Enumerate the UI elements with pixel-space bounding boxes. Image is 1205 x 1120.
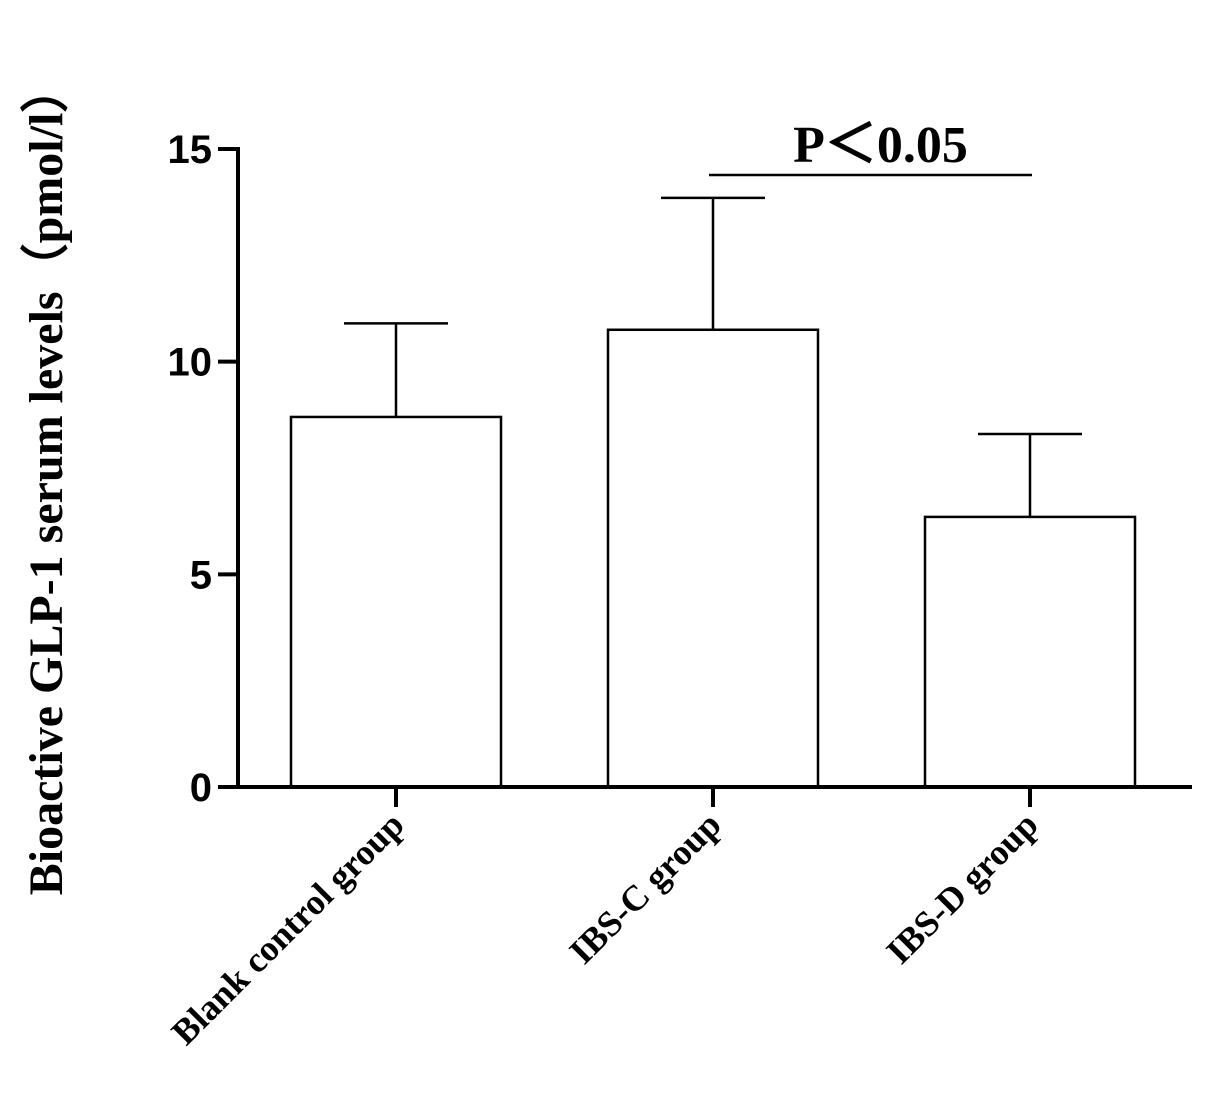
x-tick-label: Blank control group [164,804,412,1052]
y-axis-label: Bioactive GLP-1 serum levels（pmol/l） [20,65,73,896]
y-tick-label: 15 [168,128,213,172]
x-tick-label: IBS-D group [878,804,1045,971]
bar [289,415,503,789]
bar [606,328,820,789]
bars [289,196,1137,789]
significance-label: P＜0.05 [793,117,968,174]
y-axis: 0 5 10 15 [168,128,240,810]
y-tick-label: 5 [190,553,212,597]
significance-annotation: P＜0.05 [709,117,1032,177]
y-tick-label: 10 [168,341,213,385]
y-tick-label: 0 [190,766,212,810]
x-axis: Blank control group IBS-C group IBS-D grou… [164,785,1192,1052]
x-tick-label: IBS-C group [561,804,728,971]
bar [923,515,1137,789]
